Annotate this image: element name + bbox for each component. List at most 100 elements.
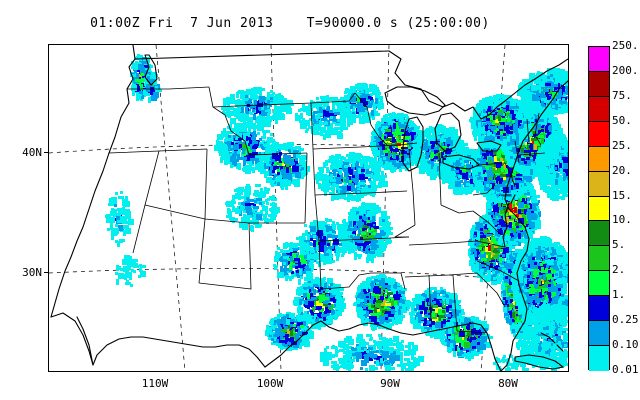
precip-cell: [151, 72, 157, 78]
precip-cell: [228, 115, 231, 118]
precip-cell: [229, 101, 232, 104]
precip-cell: [143, 89, 146, 95]
precip-cell: [281, 98, 287, 104]
precip-cell: [260, 121, 266, 127]
precip-cell: [257, 104, 263, 107]
precip-cell: [136, 56, 142, 59]
precip-cell: [279, 114, 285, 120]
precip-cell: [233, 138, 236, 144]
precip-cell: [241, 107, 244, 113]
precip-cell: [226, 97, 232, 100]
precip-cell: [236, 116, 239, 119]
precip-cell: [151, 95, 157, 101]
precip-cell: [146, 72, 152, 75]
precip-cell: [286, 108, 292, 114]
precip-cell: [148, 83, 151, 86]
precip-cell: [270, 102, 276, 105]
precip-cell: [245, 107, 248, 113]
precip-cell: [268, 111, 271, 114]
precip-cell: [258, 118, 264, 121]
precip-cell: [146, 79, 149, 85]
precip-cell: [264, 109, 270, 115]
precip-cell: [227, 102, 230, 105]
precip-cell: [139, 91, 145, 94]
precip-cell: [154, 82, 157, 85]
precip-cell: [238, 90, 244, 93]
precip-cell: [275, 118, 278, 124]
precip-cell: [221, 107, 227, 110]
precip-cell: [263, 133, 266, 136]
precip-cell: [250, 95, 256, 98]
precip-cell: [231, 111, 234, 114]
precip-cell: [264, 119, 270, 125]
precip-cell: [250, 90, 253, 93]
precip-cell: [272, 92, 275, 95]
precip-cell: [255, 120, 258, 123]
precip-cell: [142, 61, 148, 64]
precip-cell: [267, 100, 273, 103]
precip-cell: [264, 104, 267, 110]
precip-cell: [135, 80, 141, 86]
precip-cell: [156, 89, 162, 92]
precip-cell: [228, 107, 234, 110]
precip-cell: [150, 87, 156, 93]
precip-cell: [141, 73, 144, 76]
precip-cell: [270, 97, 273, 100]
precip-cell: [274, 98, 280, 101]
precip-cell: [134, 81, 137, 84]
precip-cell: [225, 113, 231, 116]
precip-cell: [136, 84, 139, 87]
precip-cell: [137, 94, 140, 100]
precip-cell: [230, 94, 233, 97]
precip-cell: [249, 99, 252, 102]
precip-cell: [277, 116, 280, 119]
precip-cell: [261, 113, 267, 116]
precip-cell: [225, 99, 228, 105]
precip-cell: [252, 109, 255, 112]
precip-cell: [140, 55, 143, 58]
precip-cell: [275, 118, 278, 121]
precip-cell: [269, 117, 275, 120]
precip-cell: [278, 98, 281, 104]
precip-cell: [259, 108, 262, 114]
precip-cell: [135, 79, 138, 82]
precip-cell: [130, 74, 136, 77]
precip-cell: [147, 93, 150, 96]
precip-cell: [235, 101, 238, 107]
map-plot-area: [48, 44, 569, 372]
precip-cell: [275, 109, 281, 112]
precip-cell: [276, 111, 279, 114]
precip-cell: [146, 84, 149, 87]
precip-cell: [274, 109, 277, 112]
precip-cell: [255, 89, 258, 92]
precip-cell: [238, 105, 241, 111]
precip-cell: [150, 83, 156, 86]
precip-cell: [275, 94, 278, 97]
precip-cell: [288, 103, 294, 106]
precip-cell: [149, 79, 155, 82]
precip-cell: [269, 119, 272, 122]
precip-cell: [253, 105, 256, 108]
precip-cell: [142, 65, 148, 68]
precip-cell: [135, 61, 138, 64]
precip-cell: [242, 114, 245, 120]
precip-cell: [267, 101, 270, 104]
precip-cell: [265, 109, 271, 112]
precip-cell: [143, 71, 146, 74]
precip-cell: [267, 94, 273, 97]
precip-cell: [259, 88, 265, 91]
precip-cell: [267, 116, 270, 119]
precip-cell: [230, 131, 233, 134]
precip-cell: [153, 92, 156, 98]
precip-cell: [223, 100, 226, 103]
precip-cell: [227, 135, 233, 141]
precip-cell: [270, 90, 273, 93]
precip-cell: [256, 107, 259, 113]
precip-cell: [258, 121, 261, 127]
precip-cell: [138, 64, 144, 70]
precip-cell: [132, 90, 135, 96]
precip-cell: [240, 96, 243, 99]
precip-cell: [247, 120, 250, 123]
precip-cell: [223, 98, 226, 101]
